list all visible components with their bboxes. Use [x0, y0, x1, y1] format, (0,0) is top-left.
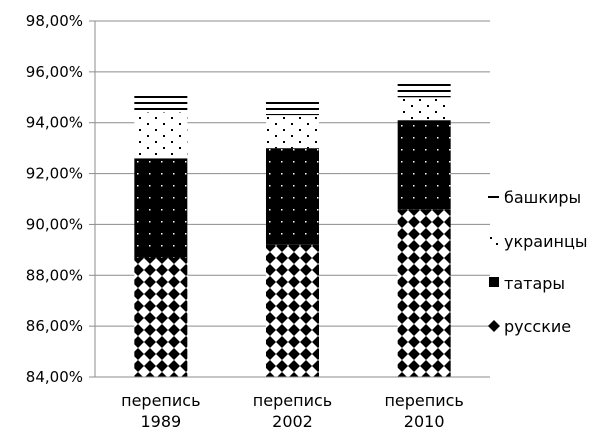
bar-segment-3-cat-3	[397, 97, 451, 121]
bars	[134, 82, 451, 377]
legend-label: башкиры	[504, 188, 581, 207]
legend-label: русские	[504, 317, 571, 336]
y-tick-label: 90,00%	[26, 215, 83, 233]
legend-swatch	[488, 320, 500, 332]
legend: башкиры украинцы татары русские	[488, 188, 587, 336]
y-tick-label: 92,00%	[26, 165, 83, 183]
legend-label: татары	[504, 274, 565, 293]
x-category-label: перепись 2002	[253, 391, 332, 431]
bar-segment-4-cat-1	[134, 92, 188, 113]
bar-segment-1-cat-3	[397, 209, 451, 377]
x-axis: перепись 1989 перепись 2002 перепись 2010	[95, 376, 490, 431]
y-tick-label: 94,00%	[26, 114, 83, 132]
legend-swatch	[488, 196, 499, 198]
y-tick-label: 86,00%	[26, 317, 83, 335]
y-axis: 84,00% 86,00% 88,00% 90,00% 92,00% 94,00% 96,0…	[26, 12, 96, 386]
bar-segment-3-cat-1	[134, 112, 188, 159]
y-tick-label: 98,00%	[26, 12, 83, 30]
y-tick-label: 88,00%	[26, 266, 83, 284]
bar-segment-2-cat-2	[266, 148, 319, 245]
bar-segment-1-cat-1	[134, 257, 188, 377]
bar-segment-1-cat-2	[266, 244, 319, 377]
bar-segment-4-cat-3	[397, 82, 451, 98]
legend-swatch	[489, 277, 499, 287]
legend-swatch-dot	[496, 243, 498, 245]
bar-segment-3-cat-2	[266, 115, 319, 149]
bar-segment-2-cat-1	[134, 158, 188, 258]
y-tick-label: 84,00%	[26, 368, 83, 386]
x-category-label: перепись 1989	[121, 391, 200, 431]
legend-label: украинцы	[504, 232, 587, 251]
y-tick-label: 96,00%	[26, 63, 83, 81]
bar-segment-2-cat-3	[397, 120, 451, 210]
legend-swatch	[490, 237, 492, 239]
bar-segment-4-cat-2	[266, 99, 319, 116]
x-category-label: перепись 2010	[384, 391, 463, 431]
